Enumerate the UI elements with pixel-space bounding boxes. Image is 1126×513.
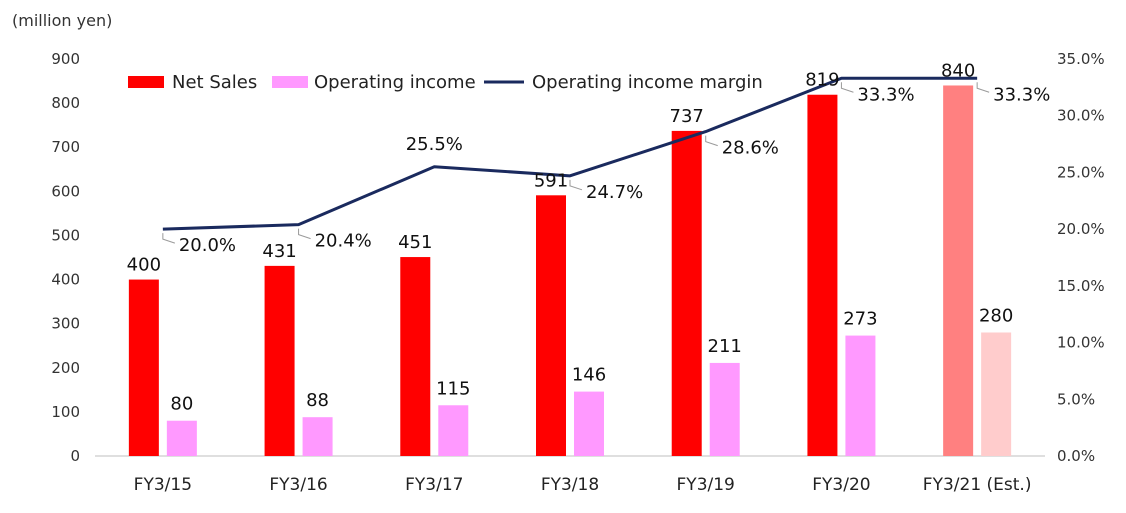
bars [128,85,1012,456]
x-tick-label: FY3/16 [269,475,327,495]
operating-income-bar [166,420,197,456]
legend-label-margin: Operating income margin [532,72,763,93]
operating-income-bar [981,332,1012,456]
left-axis: 0 100 200 300 400 500 600 700 800 900 [51,50,80,465]
net-sales-bar [536,195,566,456]
net-sales-data-label: 840 [941,60,975,81]
margin-data-label: 24.7% [586,182,643,203]
margin-leader-line [705,135,718,147]
x-tick-label: FY3/15 [134,475,192,495]
net-sales-data-label: 451 [398,232,432,253]
net-sales-bar [400,257,431,456]
net-sales-bar [943,85,974,456]
operating-income-bar [302,417,333,456]
y-axis-unit-label: (million yen) [12,11,112,30]
margin-data-label: 20.4% [315,231,372,252]
net-sales-data-label: 591 [534,170,568,191]
operating-income-data-label: 280 [979,305,1013,326]
y-tick-label: 700 [51,138,80,156]
y-tick-label: 200 [51,359,80,377]
x-tick-label: FY3/18 [541,475,599,495]
margin-data-label: 33.3% [857,84,914,105]
operating-income-data-label: 146 [572,365,606,386]
x-tick-label: FY3/20 [812,475,870,495]
data-labels: 400 80 431 88 451 115 591 146 737 211 819 273 840 280… [127,60,1051,414]
operating-income-bar [574,391,604,456]
operating-income-bar [438,405,469,456]
margin-leader-line [840,82,854,93]
legend-label-operating-income: Operating income [314,72,476,93]
operating-income-bar [845,335,876,456]
net-sales-data-label: 819 [805,70,839,91]
x-tick-label: FY3/21 (Est.) [923,475,1032,495]
operating-income-bar [709,362,740,456]
legend-label-net-sales: Net Sales [172,72,257,93]
y2-tick-label: 15.0% [1057,277,1105,295]
y-tick-label: 800 [51,94,80,112]
y2-tick-label: 25.0% [1057,163,1105,181]
y-tick-label: 0 [70,447,80,465]
margin-data-label: 20.0% [179,235,236,256]
right-axis: 0.0% 5.0% 10.0% 15.0% 20.0% 25.0% 30.0% 35.0% [1057,50,1105,465]
category-labels: FY3/15 FY3/16 FY3/17 FY3/18 FY3/19 FY3/20 FY3/… [134,475,1032,495]
margin-leader-line [569,179,583,191]
net-sales-bar [264,265,295,456]
operating-income-data-label: 88 [306,390,329,411]
net-sales-data-label: 400 [127,255,161,276]
y-tick-label: 500 [51,226,80,244]
legend-swatch-net-sales [128,76,164,88]
net-sales-bar [807,94,838,456]
operating-income-data-label: 80 [170,394,193,415]
y2-tick-label: 35.0% [1057,50,1105,68]
operating-income-data-label: 115 [436,378,470,399]
margin-line-layer [162,76,978,231]
x-tick-label: FY3/19 [677,475,735,495]
net-sales-bar [671,130,702,456]
legend: Net Sales Operating income Operating incom… [128,72,763,93]
margin-data-label: 33.3% [993,84,1050,105]
y-tick-label: 100 [51,403,80,421]
net-sales-bar [128,279,159,456]
margin-leader-line [298,228,311,240]
margin-data-label: 25.5% [406,134,463,155]
y2-tick-label: 5.0% [1057,390,1095,408]
margin-leader-line [976,82,990,93]
y-tick-label: 300 [51,315,80,333]
y-tick-label: 900 [51,50,80,68]
legend-swatch-operating-income [272,76,308,88]
y2-tick-label: 0.0% [1057,447,1095,465]
operating-income-data-label: 273 [843,309,877,330]
operating-income-margin-line [162,76,978,231]
x-tick-label: FY3/17 [405,475,463,495]
net-sales-data-label: 737 [670,106,704,127]
net-sales-data-label: 431 [262,241,296,262]
y2-tick-label: 20.0% [1057,220,1105,238]
y-tick-label: 400 [51,271,80,289]
y-tick-label: 600 [51,182,80,200]
y2-tick-label: 10.0% [1057,334,1105,352]
operating-income-data-label: 211 [708,336,742,357]
margin-data-label: 28.6% [722,138,779,159]
y2-tick-label: 30.0% [1057,107,1105,125]
margin-leader-line [162,233,176,244]
